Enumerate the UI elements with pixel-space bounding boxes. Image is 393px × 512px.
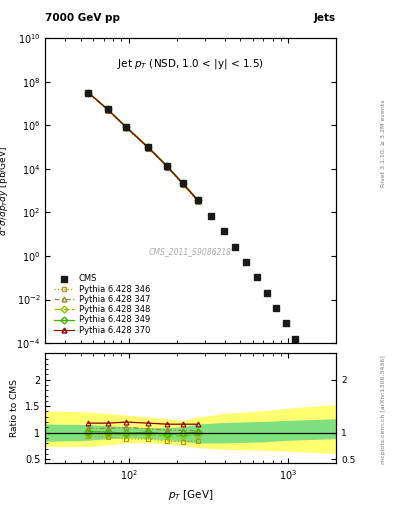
Text: Jet $p_T$ (NSD, 1.0 < |y| < 1.5): Jet $p_T$ (NSD, 1.0 < |y| < 1.5) [117, 57, 264, 71]
CMS [255, 274, 259, 280]
Text: Rivet 3.1.10, ≥ 3.2M events: Rivet 3.1.10, ≥ 3.2M events [381, 99, 386, 187]
CMS [264, 290, 269, 296]
X-axis label: $p_T$ [GeV]: $p_T$ [GeV] [168, 487, 213, 502]
CMS [124, 124, 129, 130]
CMS [165, 163, 170, 169]
CMS [274, 305, 279, 311]
CMS [105, 106, 110, 113]
CMS [181, 180, 185, 186]
Legend: CMS, Pythia 6.428 346, Pythia 6.428 347, Pythia 6.428 348, Pythia 6.428 349, Pyt: CMS, Pythia 6.428 346, Pythia 6.428 347,… [52, 273, 152, 336]
CMS [283, 321, 288, 327]
CMS [318, 417, 322, 423]
CMS [233, 244, 238, 250]
Line: CMS: CMS [86, 90, 323, 422]
CMS [221, 228, 226, 234]
Y-axis label: Ratio to CMS: Ratio to CMS [10, 379, 19, 437]
CMS [244, 259, 249, 265]
CMS [195, 197, 200, 203]
Text: 7000 GeV pp: 7000 GeV pp [45, 13, 120, 23]
CMS [292, 336, 297, 343]
Y-axis label: $d^2\sigma/dp_Tdy$ [pb/GeV]: $d^2\sigma/dp_Tdy$ [pb/GeV] [0, 145, 11, 236]
Text: CMS_2011_S9086218: CMS_2011_S9086218 [149, 247, 232, 256]
CMS [209, 213, 214, 219]
CMS [301, 353, 306, 359]
CMS [309, 370, 314, 376]
Text: mcplots.cern.ch [arXiv:1306.3436]: mcplots.cern.ch [arXiv:1306.3436] [381, 355, 386, 464]
Text: Jets: Jets [314, 13, 336, 23]
CMS [86, 90, 91, 96]
CMS [146, 144, 151, 151]
